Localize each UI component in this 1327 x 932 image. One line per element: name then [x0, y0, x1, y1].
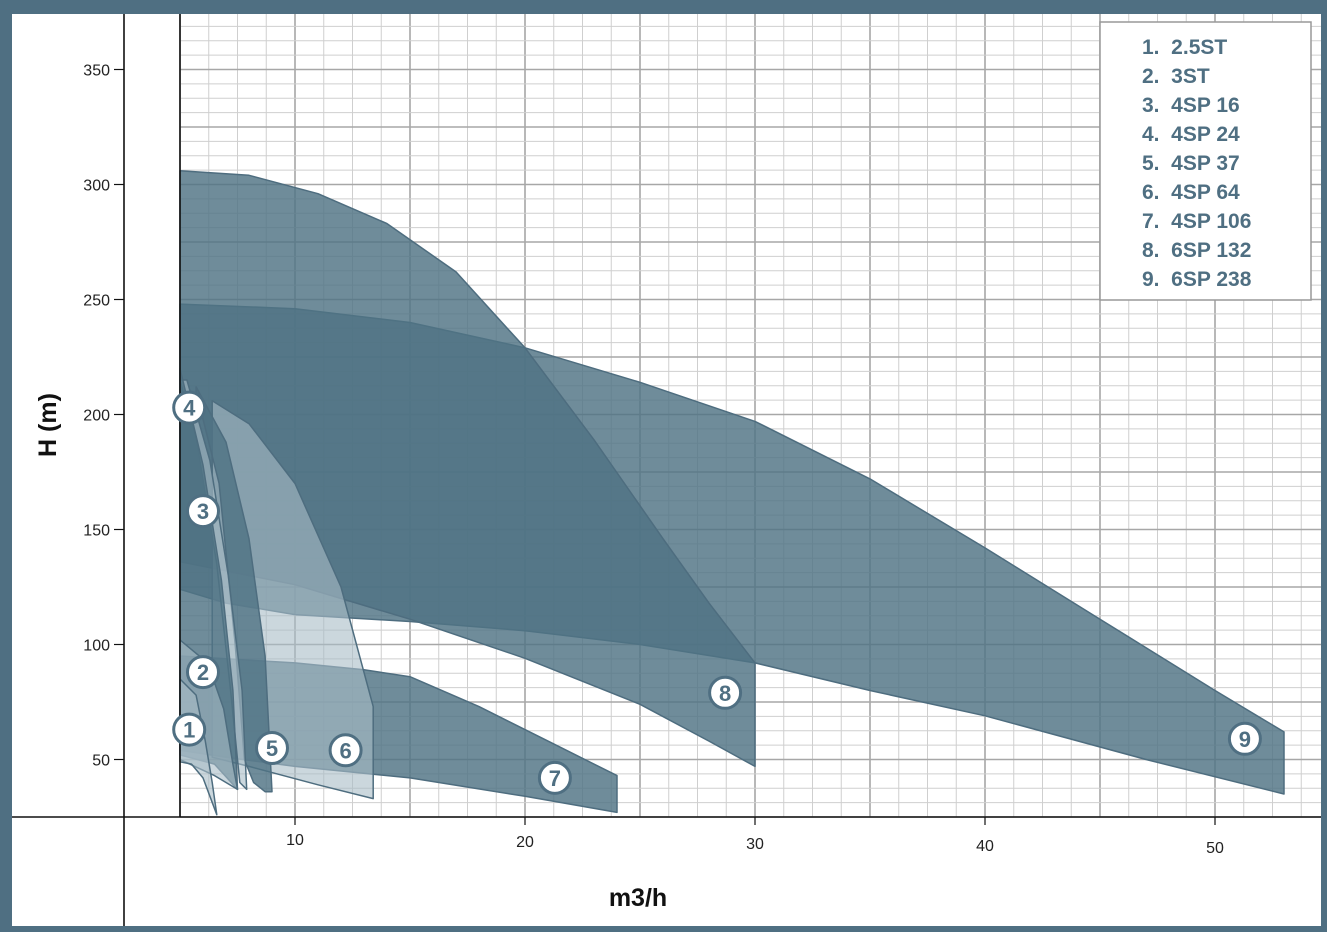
legend-item-5: 5. 4SP 37: [1142, 152, 1240, 175]
legend: 1. 2.5ST 2. 3ST 3. 4SP 16 4. 4SP 24 5. 4…: [1099, 21, 1312, 301]
badge-circle: [255, 731, 289, 765]
x-tick-label: 30: [746, 836, 764, 853]
badge-circle: [537, 760, 572, 795]
badge-label: 2: [197, 660, 209, 685]
badge-4: 4: [172, 390, 207, 425]
badge-1: 1: [172, 712, 207, 747]
y-tick-label: 250: [83, 293, 110, 310]
badge-label: 4: [183, 396, 196, 421]
badge-circle: [172, 712, 207, 747]
badge-label: 6: [339, 738, 351, 763]
badge-3: 3: [186, 494, 220, 529]
badge-2: 2: [186, 655, 220, 690]
badge-circle: [328, 733, 363, 768]
badge-6: 6: [328, 733, 363, 768]
badge-9: 9: [1227, 721, 1262, 756]
legend-item-2: 2. 3ST: [1142, 65, 1210, 88]
legend-item-1: 1. 2.5ST: [1142, 36, 1227, 59]
y-tick-label: 200: [83, 408, 110, 425]
x-axis-title: m3/h: [609, 884, 667, 912]
legend-item-6: 6. 4SP 64: [1142, 181, 1240, 204]
y-tick-label: 100: [83, 638, 110, 655]
legend-box: [1099, 21, 1312, 301]
series-badges: 9 8 7 6 5 4 3 2 1: [172, 390, 1262, 795]
badge-label: 1: [183, 718, 195, 743]
legend-item-9: 9. 6SP 238: [1142, 268, 1252, 291]
y-tick-label: 300: [83, 178, 110, 195]
legend-item-7: 7. 4SP 106: [1142, 210, 1251, 233]
legend-item-3: 3. 4SP 16: [1142, 94, 1240, 117]
badge-label: 9: [1239, 727, 1251, 752]
badge-circle: [186, 494, 220, 529]
x-tick-label: 50: [1206, 840, 1224, 857]
badge-8: 8: [708, 675, 743, 710]
x-tick-label: 10: [286, 832, 304, 849]
y-tick-label: 350: [83, 63, 110, 80]
badge-circle: [1227, 721, 1262, 756]
y-tick-label: 50: [92, 753, 110, 770]
y-tick-labels: 50 100 150 200 250 300 350: [83, 63, 124, 770]
y-tick-label: 150: [83, 523, 110, 540]
badge-5: 5: [255, 731, 289, 765]
badge-circle: [186, 655, 220, 690]
x-tick-label: 20: [516, 834, 534, 851]
x-tick-label: 40: [976, 838, 994, 855]
badge-7: 7: [537, 760, 572, 795]
badge-label: 8: [719, 681, 731, 706]
badge-circle: [172, 390, 207, 425]
x-tick-labels: 10 20 30 40 50: [286, 817, 1224, 857]
legend-item-4: 4. 4SP 24: [1142, 123, 1240, 146]
badge-label: 5: [266, 736, 278, 761]
region-4sp-37: [195, 386, 273, 793]
legend-item-8: 8. 6SP 132: [1142, 239, 1251, 262]
pump-regions: [179, 169, 1285, 816]
badge-circle: [708, 675, 743, 710]
y-axis-title: H (m): [34, 393, 62, 457]
badge-label: 3: [197, 499, 209, 524]
badge-label: 7: [549, 766, 561, 791]
